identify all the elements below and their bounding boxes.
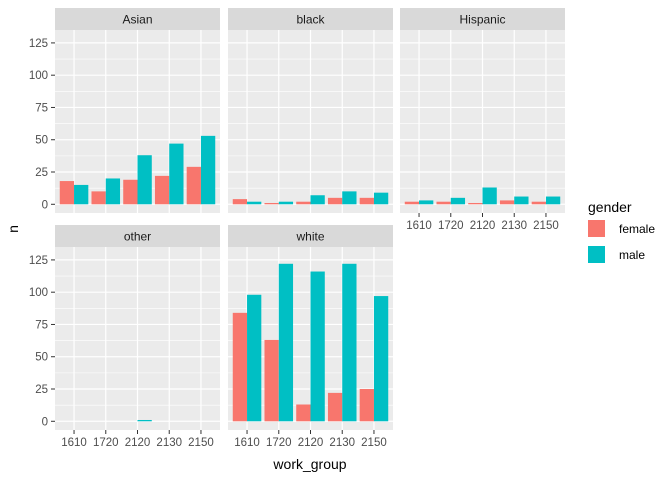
x-axis-title: work_group	[272, 456, 346, 472]
x-tick-label: 1720	[93, 437, 119, 449]
bar-male-1610	[247, 201, 262, 205]
facet-strip	[228, 225, 393, 247]
y-tick-label: 0	[42, 416, 48, 428]
facet-strip-label: Hispanic	[459, 13, 505, 27]
bar-female-1610	[232, 312, 248, 422]
bar-male-1610	[74, 184, 89, 205]
bar-female-2120	[296, 201, 311, 205]
legend: gender female male	[588, 199, 655, 263]
y-tick-label: 25	[35, 384, 48, 396]
bar-female-2150	[359, 197, 374, 205]
bar-male-2120	[310, 271, 325, 422]
x-tick-label: 2150	[533, 220, 559, 232]
facet-strip-label: white	[295, 230, 324, 244]
x-tick-label: 2130	[501, 220, 527, 232]
x-tick-label: 2120	[298, 437, 324, 449]
bar-male-2120	[482, 187, 497, 205]
y-tick-label: 75	[35, 319, 48, 331]
x-tick-label: 2150	[188, 437, 214, 449]
bar-female-2150	[531, 201, 546, 205]
bar-male-2120	[137, 419, 152, 422]
legend-title: gender	[588, 199, 632, 215]
y-tick-label: 0	[42, 199, 48, 211]
bar-male-2120	[310, 195, 325, 205]
y-tick-label: 125	[29, 38, 48, 50]
bar-male-2130	[342, 263, 357, 422]
legend-key-female	[588, 220, 605, 237]
bar-female-2150	[359, 389, 374, 422]
x-tick-label: 2120	[470, 220, 496, 232]
y-tick-label: 125	[29, 255, 48, 267]
bar-female-2130	[154, 175, 170, 205]
bar-male-2150	[373, 296, 389, 422]
y-tick-label: 100	[29, 70, 48, 82]
x-tick-label: 2120	[125, 437, 151, 449]
bar-female-2120	[468, 202, 483, 205]
bar-female-1610	[59, 181, 75, 205]
x-tick-label: 1610	[406, 220, 432, 232]
bar-male-1720	[450, 197, 466, 205]
bar-female-1610	[404, 201, 420, 205]
y-tick-label: 50	[35, 352, 48, 364]
bar-female-1720	[436, 201, 451, 205]
bar-male-1720	[278, 263, 294, 422]
x-tick-label: 2130	[156, 437, 182, 449]
bar-male-2150	[200, 135, 216, 205]
facet-strip	[55, 225, 220, 247]
bar-male-2120	[137, 155, 152, 205]
facet-strip	[55, 8, 220, 30]
facet-strip	[400, 8, 565, 30]
bar-male-2130	[514, 196, 529, 205]
bar-female-2130	[499, 200, 515, 205]
bar-male-2130	[342, 191, 357, 205]
bar-female-1720	[91, 191, 106, 205]
bar-male-1610	[247, 294, 262, 422]
bar-female-1610	[232, 199, 248, 205]
y-tick-label: 75	[35, 102, 48, 114]
x-tick-label: 1720	[266, 437, 292, 449]
bar-male-2150	[545, 196, 561, 205]
y-tick-label: 100	[29, 287, 48, 299]
x-tick-label: 2130	[329, 437, 355, 449]
bar-male-1720	[105, 178, 121, 205]
bar-female-1720	[264, 202, 279, 205]
x-tick-label: 1610	[61, 437, 87, 449]
legend-label-female: female	[619, 222, 655, 236]
facet-panels: Asian 0 25 50 75 100 125 black Hispanic 1610 1720 2…	[29, 8, 565, 449]
bar-male-2150	[373, 192, 389, 205]
y-tick-label: 50	[35, 135, 48, 147]
bar-female-2150	[186, 166, 201, 205]
bar-male-1610	[419, 200, 434, 205]
y-axis-title-group: n	[5, 225, 21, 233]
bar-female-2130	[327, 197, 343, 205]
y-axis-title: n	[5, 225, 21, 233]
y-tick-label: 25	[35, 167, 48, 179]
legend-label-male: male	[619, 248, 645, 262]
bar-female-2120	[296, 404, 311, 422]
bar-male-2130	[169, 143, 184, 205]
bar-male-1720	[278, 201, 294, 205]
facet-strip-label: other	[124, 230, 151, 244]
bar-female-2130	[327, 392, 343, 422]
legend-key-male	[588, 246, 605, 263]
x-tick-label: 1610	[234, 437, 260, 449]
facet-strip	[228, 8, 393, 30]
bar-female-1720	[264, 339, 279, 422]
bar-female-2120	[123, 179, 138, 205]
x-tick-label: 1720	[438, 220, 464, 232]
x-tick-label: 2150	[361, 437, 387, 449]
facet-strip-label: Asian	[122, 13, 152, 27]
facet-strip-label: black	[296, 13, 325, 27]
